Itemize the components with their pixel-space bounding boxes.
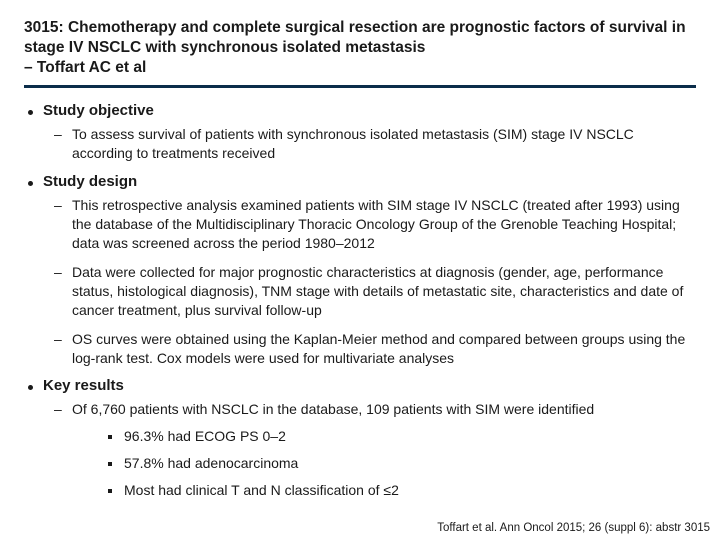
list-item: Most had clinical T and N classification… xyxy=(106,481,696,500)
bullet-icon xyxy=(28,385,33,390)
dash-icon: – xyxy=(54,400,72,419)
bullet-icon xyxy=(108,462,112,466)
list-item: – This retrospective analysis examined p… xyxy=(54,196,696,253)
heading-text: Study design xyxy=(43,173,137,190)
dash-icon: – xyxy=(54,125,72,144)
item-text: Most had clinical T and N classification… xyxy=(124,481,399,500)
list-item: – OS curves were obtained using the Kapl… xyxy=(54,330,696,368)
sub-list: 96.3% had ECOG PS 0–2 57.8% had adenocar… xyxy=(106,427,696,500)
section-study-design: Study design – This retrospective analys… xyxy=(24,173,696,367)
citation-text: Toffart et al. Ann Oncol 2015; 26 (suppl… xyxy=(437,522,710,534)
list-item: – To assess survival of patients with sy… xyxy=(54,125,696,163)
dash-icon: – xyxy=(54,330,72,349)
list-item: 57.8% had adenocarcinoma xyxy=(106,454,696,473)
section-items: – Of 6,760 patients with NSCLC in the da… xyxy=(54,400,696,500)
slide: 3015: Chemotherapy and complete surgical… xyxy=(0,0,720,540)
title-line1: 3015: Chemotherapy and complete surgical… xyxy=(24,19,686,56)
section-items: – To assess survival of patients with sy… xyxy=(54,125,696,163)
title-line2: – Toffart AC et al xyxy=(24,59,146,76)
item-text: OS curves were obtained using the Kaplan… xyxy=(72,330,696,368)
list-item: – Of 6,760 patients with NSCLC in the da… xyxy=(54,400,696,419)
item-text: 96.3% had ECOG PS 0–2 xyxy=(124,427,286,446)
heading-text: Study objective xyxy=(43,102,154,119)
slide-title: 3015: Chemotherapy and complete surgical… xyxy=(24,18,696,88)
section-items: – This retrospective analysis examined p… xyxy=(54,196,696,367)
item-text: To assess survival of patients with sync… xyxy=(72,125,696,163)
list-item: 96.3% had ECOG PS 0–2 xyxy=(106,427,696,446)
section-heading: Study design xyxy=(24,173,696,190)
item-text: 57.8% had adenocarcinoma xyxy=(124,454,298,473)
list-item: – Data were collected for major prognost… xyxy=(54,263,696,320)
bullet-icon xyxy=(28,181,33,186)
item-text: Of 6,760 patients with NSCLC in the data… xyxy=(72,400,594,419)
section-key-results: Key results – Of 6,760 patients with NSC… xyxy=(24,377,696,500)
section-study-objective: Study objective – To assess survival of … xyxy=(24,102,696,163)
section-heading: Study objective xyxy=(24,102,696,119)
slide-body: Study objective – To assess survival of … xyxy=(24,88,696,499)
dash-icon: – xyxy=(54,263,72,282)
item-text: This retrospective analysis examined pat… xyxy=(72,196,696,253)
bullet-icon xyxy=(28,110,33,115)
item-text: Data were collected for major prognostic… xyxy=(72,263,696,320)
bullet-icon xyxy=(108,489,112,493)
bullet-icon xyxy=(108,435,112,439)
dash-icon: – xyxy=(54,196,72,215)
section-heading: Key results xyxy=(24,377,696,394)
heading-text: Key results xyxy=(43,377,124,394)
